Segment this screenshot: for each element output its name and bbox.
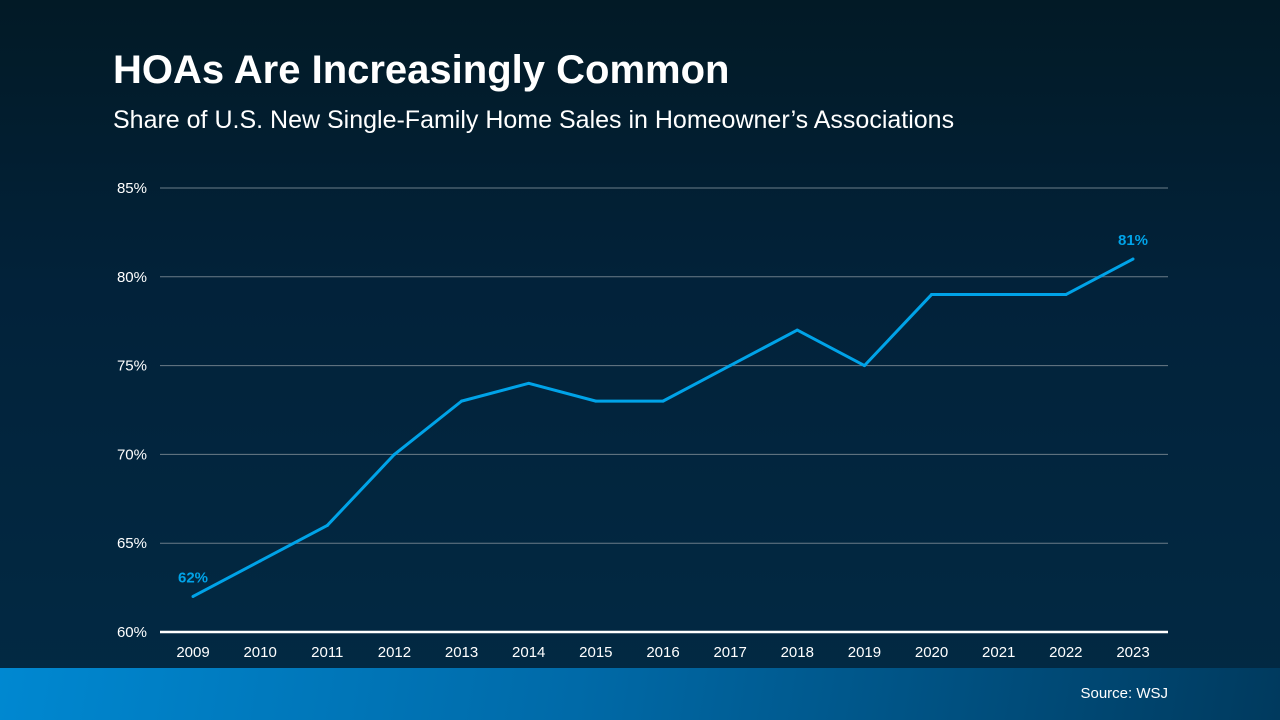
data-point — [594, 399, 598, 403]
chart-subtitle: Share of U.S. New Single-Family Home Sal… — [113, 106, 955, 134]
source-note: Source: WSJ — [1080, 685, 1168, 702]
x-tick-label: 2016 — [646, 644, 679, 661]
x-tick-label: 2013 — [445, 644, 478, 661]
series-line — [192, 257, 1134, 598]
line-chart: 60% 65% 70% 75% 80% 85% 2009 2010 2011 2012 2013 20… — [117, 180, 1168, 661]
data-point — [527, 381, 531, 385]
data-label: 62% — [178, 569, 208, 586]
x-tick-label: 2015 — [579, 644, 612, 661]
data-point — [862, 364, 866, 368]
footer-band: Source: WSJ — [0, 668, 1280, 720]
data-point — [1064, 293, 1068, 297]
y-tick-label: 85% — [117, 180, 147, 197]
data-point — [258, 559, 262, 563]
data-point — [997, 293, 1001, 297]
chart-title: HOAs Are Increasingly Common — [113, 48, 730, 92]
data-point — [795, 328, 799, 332]
data-point — [661, 399, 665, 403]
y-tick-label: 65% — [117, 535, 147, 552]
data-point — [460, 399, 464, 403]
x-tick-label: 2014 — [512, 644, 545, 661]
data-point — [728, 364, 732, 368]
x-tick-label: 2009 — [176, 644, 209, 661]
data-label: 81% — [1118, 232, 1148, 249]
x-tick-label: 2023 — [1116, 644, 1149, 661]
data-point — [325, 523, 329, 527]
y-tick-label: 60% — [117, 624, 147, 641]
x-tick-label: 2018 — [781, 644, 814, 661]
data-point — [191, 594, 195, 598]
y-tick-label: 70% — [117, 446, 147, 463]
x-tick-label: 2011 — [311, 644, 343, 661]
data-point — [1131, 257, 1135, 261]
x-tick-label: 2022 — [1049, 644, 1082, 661]
x-tick-label: 2021 — [982, 644, 1015, 661]
x-tick-label: 2017 — [713, 644, 746, 661]
x-tick-label: 2020 — [915, 644, 948, 661]
x-tick-label: 2019 — [848, 644, 881, 661]
y-tick-label: 75% — [117, 358, 147, 375]
data-point — [392, 452, 396, 456]
x-tick-label: 2012 — [378, 644, 411, 661]
y-tick-label: 80% — [117, 269, 147, 286]
x-tick-label: 2010 — [243, 644, 276, 661]
data-point — [930, 293, 934, 297]
